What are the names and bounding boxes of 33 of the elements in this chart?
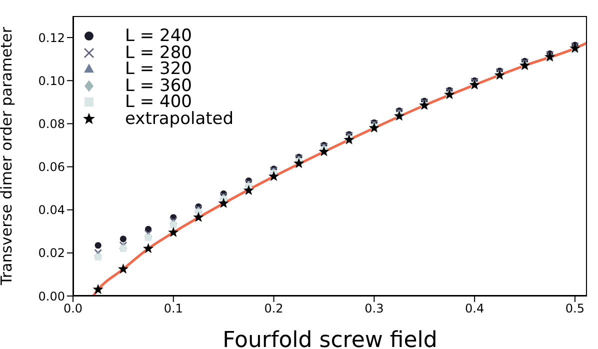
point: [94, 242, 102, 249]
y-tick-label: 0.12: [38, 30, 65, 45]
point: [142, 243, 154, 254]
point: [294, 158, 304, 168]
x-tick-label: 0.0: [63, 302, 83, 316]
y-tick-label: 0.00: [38, 289, 65, 304]
point: [218, 198, 229, 208]
point: [243, 184, 254, 195]
point: [268, 170, 280, 181]
point: [394, 110, 405, 121]
x-tick-label: 0.4: [465, 302, 484, 316]
y-tick-label: 0.06: [38, 160, 65, 174]
point: [92, 284, 104, 294]
y-axis-title: Transverse dimer order parameter: [0, 26, 16, 286]
y-tick-label: 0.04: [38, 203, 65, 218]
y-tick-label: 0.10: [38, 74, 65, 88]
x-axis-title: Fourfold screw field: [222, 328, 438, 349]
y-tick-label: 0.02: [38, 246, 65, 260]
legend-label: L = 320: [125, 59, 192, 80]
point: [193, 212, 204, 222]
point: [544, 51, 556, 62]
point: [368, 122, 380, 133]
y-tick-label: 0.08: [38, 116, 65, 131]
x-tick-label: 0.5: [565, 302, 584, 316]
legend-label: L = 240: [125, 26, 192, 46]
point: [120, 236, 126, 242]
point: [318, 146, 330, 156]
point: [144, 234, 152, 242]
x-tick-label: 0.2: [264, 302, 284, 316]
x-tick-label: 0.3: [364, 302, 384, 316]
x-tick-label: 0.1: [164, 302, 183, 316]
point: [118, 263, 129, 274]
point: [168, 226, 179, 237]
